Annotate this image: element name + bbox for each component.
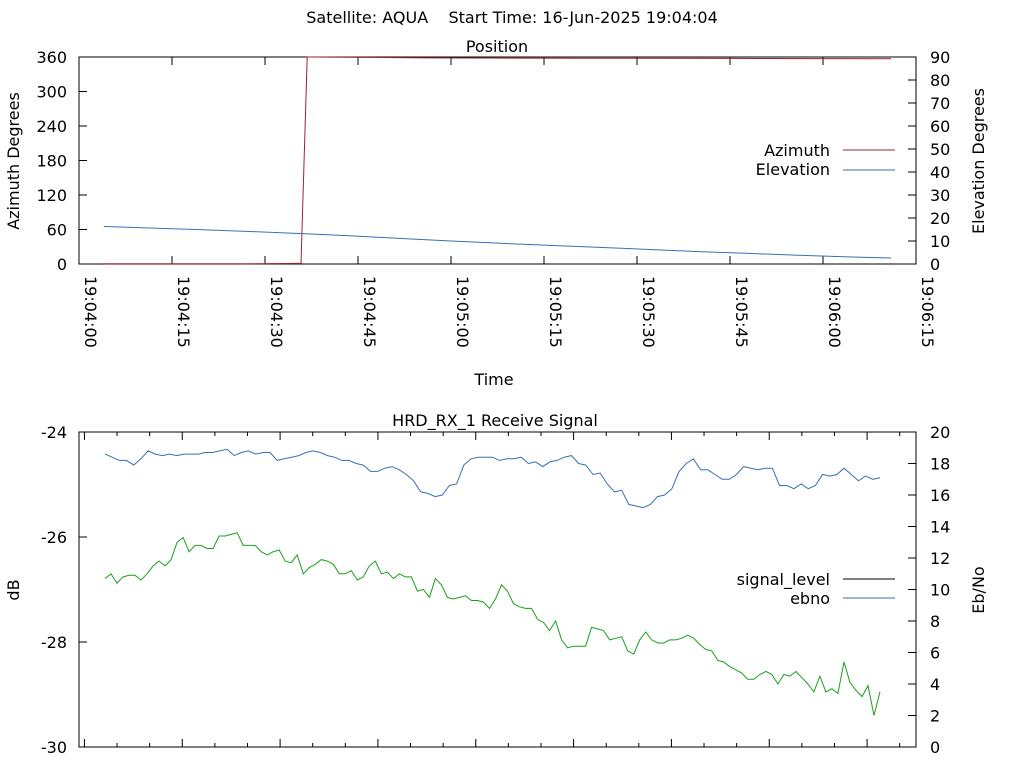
azimuth-axis-label: Azimuth Degrees <box>4 92 23 230</box>
elevation-tick-label: 70 <box>930 94 950 113</box>
time-tick-label: 19:05:30 <box>639 276 658 348</box>
ebno-tick-label: 12 <box>930 549 950 568</box>
db-tick-label: -26 <box>41 528 67 547</box>
azimuth-tick-label: 240 <box>36 117 67 136</box>
time-tick-label: 19:06:00 <box>825 276 844 348</box>
page-title: Satellite: AQUA Start Time: 16-Jun-2025 … <box>306 8 718 27</box>
position-chart: Position 0 60 120 180 240 300 360 0 10 20 30 40 50 60… <box>4 37 988 389</box>
ebno-tick-label: 2 <box>930 707 940 726</box>
ebno-tick-label: 16 <box>930 486 950 505</box>
ebno-tick-label: 0 <box>930 738 940 757</box>
azimuth-tick-label: 180 <box>36 152 67 171</box>
ebno-tick-label: 8 <box>930 612 940 631</box>
legend-azimuth-label: Azimuth <box>764 141 830 160</box>
elevation-line <box>103 226 892 259</box>
time-tick-label: 19:05:15 <box>546 276 565 348</box>
legend-signal-level-label: signal_level <box>737 570 830 590</box>
azimuth-tick-label: 0 <box>57 255 67 274</box>
elevation-tick-label: 90 <box>930 48 950 67</box>
ebno-tick-label: 10 <box>930 581 950 600</box>
time-tick-label: 19:04:00 <box>81 276 100 348</box>
db-axis-label: dB <box>4 579 23 600</box>
azimuth-tick-label: 120 <box>36 186 67 205</box>
time-tick-label: 19:05:00 <box>453 276 472 348</box>
ebno-tick-label: 4 <box>930 675 940 694</box>
azimuth-tick-label: 360 <box>36 48 67 67</box>
elevation-tick-label: 0 <box>930 255 940 274</box>
elevation-tick-label: 50 <box>930 140 950 159</box>
time-axis-label: Time <box>473 370 513 389</box>
time-tick-label: 19:06:15 <box>918 276 937 348</box>
elevation-tick-label: 20 <box>930 209 950 228</box>
time-tick-label: 19:04:45 <box>360 276 379 348</box>
position-legend: Azimuth Elevation <box>756 141 895 179</box>
elevation-tick-label: 40 <box>930 163 950 182</box>
elevation-tick-label: 10 <box>930 232 950 251</box>
elevation-tick-label: 80 <box>930 71 950 90</box>
signal-chart: HRD_RX_1 Receive Signal -30 -28 -26 -24 0 2 4 6… <box>4 411 988 757</box>
time-tick-label: 19:04:15 <box>174 276 193 348</box>
time-tick-label: 19:05:45 <box>732 276 751 348</box>
time-tick-label: 19:04:30 <box>267 276 286 348</box>
db-tick-label: -28 <box>41 633 67 652</box>
azimuth-tick-label: 300 <box>36 83 67 102</box>
position-chart-title: Position <box>466 37 528 56</box>
ebno-tick-label: 20 <box>930 423 950 442</box>
azimuth-line <box>103 56 892 265</box>
green-signal-line <box>104 532 881 716</box>
signal-chart-title: HRD_RX_1 Receive Signal <box>392 411 598 431</box>
signal-legend: signal_level ebno <box>737 570 895 608</box>
ebno-tick-label: 6 <box>930 644 940 663</box>
ebno-line <box>104 448 881 509</box>
ebno-axis-label: Eb/No <box>969 566 988 613</box>
elevation-tick-label: 30 <box>930 186 950 205</box>
legend-elevation-label: Elevation <box>756 160 830 179</box>
legend-ebno-label: ebno <box>790 589 830 608</box>
ebno-tick-label: 14 <box>930 518 950 537</box>
db-tick-label: -30 <box>41 738 67 757</box>
ebno-tick-label: 18 <box>930 455 950 474</box>
elevation-axis-label: Elevation Degrees <box>969 88 988 234</box>
azimuth-tick-label: 60 <box>47 221 67 240</box>
db-tick-label: -24 <box>41 423 67 442</box>
elevation-tick-label: 60 <box>930 117 950 136</box>
